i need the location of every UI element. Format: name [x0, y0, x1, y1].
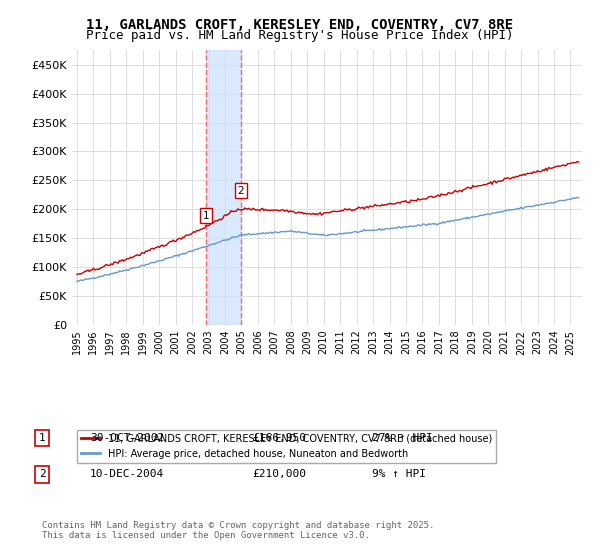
Text: 11, GARLANDS CROFT, KERESLEY END, COVENTRY, CV7 8RE: 11, GARLANDS CROFT, KERESLEY END, COVENT…: [86, 18, 514, 32]
Text: 2: 2: [238, 186, 244, 196]
Text: 9% ↑ HPI: 9% ↑ HPI: [372, 469, 426, 479]
Text: 1: 1: [38, 433, 46, 443]
Text: Contains HM Land Registry data © Crown copyright and database right 2025.
This d: Contains HM Land Registry data © Crown c…: [42, 521, 434, 540]
Bar: [206, 50, 241, 325]
Legend: 11, GARLANDS CROFT, KERESLEY END, COVENTRY, CV7 8RE (detached house), HPI: Avera: 11, GARLANDS CROFT, KERESLEY END, COVENT…: [77, 430, 496, 463]
Text: 2: 2: [38, 469, 46, 479]
Text: 1: 1: [202, 211, 209, 221]
Text: £210,000: £210,000: [252, 469, 306, 479]
Text: 27% ↑ HPI: 27% ↑ HPI: [372, 433, 433, 443]
Text: 30-OCT-2002: 30-OCT-2002: [90, 433, 164, 443]
Text: £166,950: £166,950: [252, 433, 306, 443]
Text: 10-DEC-2004: 10-DEC-2004: [90, 469, 164, 479]
Text: Price paid vs. HM Land Registry's House Price Index (HPI): Price paid vs. HM Land Registry's House …: [86, 29, 514, 42]
